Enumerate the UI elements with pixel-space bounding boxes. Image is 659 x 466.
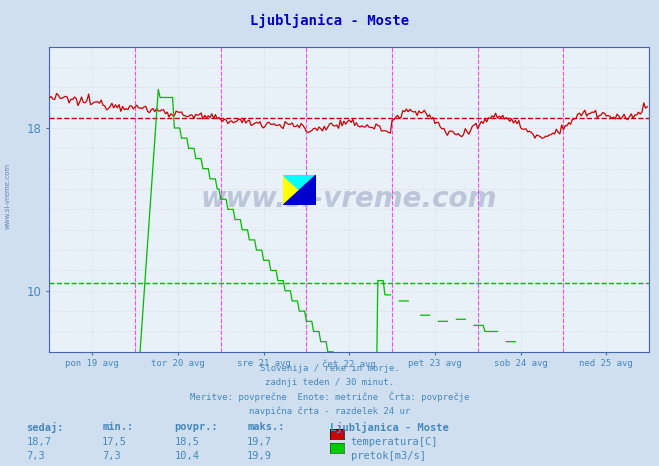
Text: 18,7: 18,7 [26,437,51,447]
Text: 17,5: 17,5 [102,437,127,447]
Text: 18,5: 18,5 [175,437,200,447]
Text: 10,4: 10,4 [175,451,200,461]
Text: sedaj:: sedaj: [26,422,64,433]
Text: 7,3: 7,3 [26,451,45,461]
Text: www.si-vreme.com: www.si-vreme.com [201,185,498,213]
Text: pretok[m3/s]: pretok[m3/s] [351,451,426,461]
Text: Slovenija / reke in morje.
zadnji teden / 30 minut.
Meritve: povprečne  Enote: m: Slovenija / reke in morje. zadnji teden … [190,364,469,416]
Text: 7,3: 7,3 [102,451,121,461]
Text: www.si-vreme.com: www.si-vreme.com [5,163,11,229]
Polygon shape [283,175,316,205]
Text: min.:: min.: [102,422,133,432]
Text: Ljubljanica - Moste: Ljubljanica - Moste [250,14,409,28]
Text: maks.:: maks.: [247,422,285,432]
Polygon shape [283,175,316,205]
Text: 19,9: 19,9 [247,451,272,461]
Text: povpr.:: povpr.: [175,422,218,432]
Text: temperatura[C]: temperatura[C] [351,437,438,447]
Text: 19,7: 19,7 [247,437,272,447]
Text: Ljubljanica - Moste: Ljubljanica - Moste [330,422,448,433]
